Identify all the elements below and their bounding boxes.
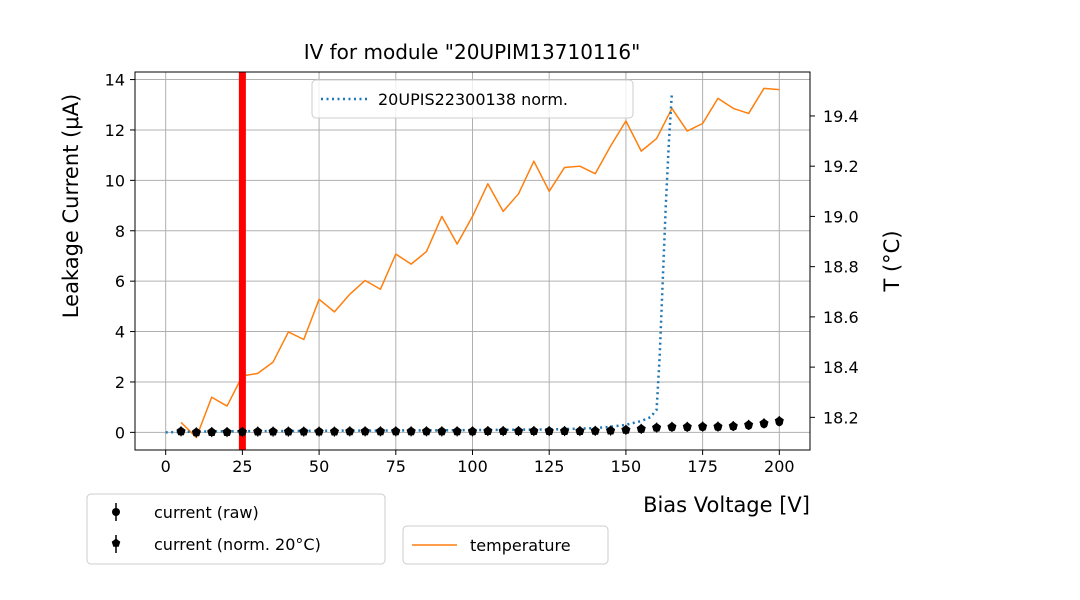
norm-current-point <box>774 416 784 425</box>
legend-reference-label: 20UPIS22300138 norm. <box>378 90 568 109</box>
y-axis-label: Leakage Current (μA) <box>59 94 83 318</box>
norm-current-point <box>652 422 662 432</box>
norm-current-point <box>176 426 186 436</box>
grid <box>135 72 810 450</box>
norm-current-point <box>191 427 201 437</box>
norm-current-point <box>575 426 585 435</box>
legend-raw-marker <box>112 508 120 516</box>
y-tick-label: 0 <box>115 423 125 442</box>
norm-current-point <box>621 425 631 434</box>
norm-current-point <box>222 427 232 436</box>
norm-current-point <box>744 420 754 429</box>
norm-current-point <box>452 426 462 436</box>
x-tick-label: 200 <box>764 457 795 476</box>
norm-current-point <box>237 427 247 436</box>
norm-current-point <box>345 426 355 436</box>
norm-current-point <box>728 421 738 430</box>
x-tick-label: 150 <box>611 457 642 476</box>
y2-tick-label: 18.2 <box>823 408 859 427</box>
norm-current-point <box>314 426 324 436</box>
legend-raw-label: current (raw) <box>154 503 259 522</box>
x-tick-label: 0 <box>161 457 171 476</box>
plot-area <box>165 72 784 450</box>
y2-tick-label: 18.4 <box>823 358 859 377</box>
norm-current-point <box>437 426 447 436</box>
x-tick-label: 100 <box>457 457 488 476</box>
x-axis-label: Bias Voltage [V] <box>643 493 810 517</box>
y-tick-label: 4 <box>115 323 125 342</box>
legend-current: current (raw) current (norm. 20°C) <box>86 493 386 565</box>
x-tick-label: 175 <box>687 457 718 476</box>
norm-current-point <box>498 426 508 435</box>
y2-tick-label: 19.0 <box>823 207 859 226</box>
x-tick-label: 125 <box>534 457 565 476</box>
chart-title: IV for module "20UPIM13710116" <box>304 40 641 64</box>
y2-tick-label: 19.2 <box>823 157 859 176</box>
y-tick-label: 6 <box>115 272 125 291</box>
norm-current-point <box>544 426 554 435</box>
norm-current-point <box>268 426 278 436</box>
x-tick-label: 25 <box>232 457 252 476</box>
x-tick-label: 75 <box>386 457 406 476</box>
y-tick-label: 2 <box>115 373 125 392</box>
norm-current-point <box>421 426 432 436</box>
norm-current-point <box>759 418 769 428</box>
ticks: 0 25 50 75 100 125 150 175 200 0 2 4 6 8 10 12 14 18.2 18.… <box>105 71 859 476</box>
norm-current-point <box>329 426 339 436</box>
y2-axis-label: T (°C) <box>880 230 904 292</box>
legend-reference: 20UPIS22300138 norm. <box>311 79 634 119</box>
norm-current-point <box>606 425 616 435</box>
y-tick-label: 10 <box>105 171 125 190</box>
legend-norm-label: current (norm. 20°C) <box>154 535 321 554</box>
x-tick-label: 50 <box>309 457 329 476</box>
y-tick-label: 12 <box>105 121 125 140</box>
norm-current-point <box>253 426 263 436</box>
norm-current-point <box>483 426 493 435</box>
legend-temperature-label: temperature <box>470 536 571 555</box>
norm-current-point <box>375 426 386 436</box>
y2-tick-label: 19.4 <box>823 107 859 126</box>
norm-current-point <box>590 426 600 435</box>
legend-current-box <box>86 493 386 565</box>
norm-current-point <box>667 422 677 431</box>
norm-current-point <box>391 426 401 436</box>
norm-current-point <box>636 424 646 433</box>
norm-current-point <box>299 426 309 436</box>
norm-current-point <box>283 426 293 436</box>
y-tick-label: 8 <box>115 222 125 241</box>
legend-temperature-box <box>402 525 609 565</box>
norm-current-point <box>406 426 416 436</box>
norm-current-point <box>529 426 539 435</box>
legend-temperature: temperature <box>402 525 609 565</box>
norm-current-point <box>698 421 708 431</box>
legend-reference-box <box>311 79 634 119</box>
norm-current-point <box>682 422 692 431</box>
norm-current-point <box>513 426 524 435</box>
norm-current-point <box>713 421 723 431</box>
norm-current-point <box>467 426 478 436</box>
y2-tick-label: 18.8 <box>823 258 859 277</box>
y2-tick-label: 18.6 <box>823 308 859 327</box>
norm-current-point <box>559 426 570 435</box>
norm-current-point <box>207 427 217 436</box>
norm-current-point <box>360 426 370 436</box>
legend-norm-marker <box>111 538 121 547</box>
y-tick-label: 14 <box>105 71 125 90</box>
temperature-line <box>180 87 780 439</box>
